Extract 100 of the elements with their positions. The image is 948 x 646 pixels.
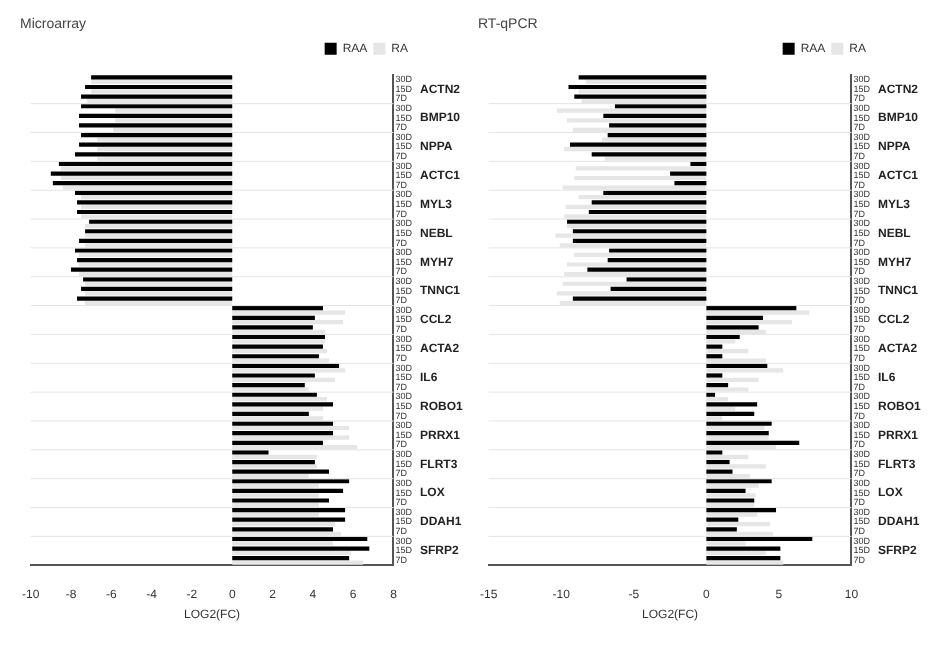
- bar: [706, 368, 784, 373]
- bar: [232, 368, 346, 373]
- bar: [706, 527, 737, 532]
- bar: [588, 209, 707, 215]
- bar: [232, 435, 350, 440]
- bar: [232, 310, 346, 315]
- bar: [232, 459, 315, 465]
- bar: [85, 291, 233, 296]
- bar: [232, 373, 315, 378]
- bar: [232, 306, 323, 311]
- bar: [706, 550, 766, 556]
- bar: [670, 171, 707, 176]
- bar: [706, 344, 723, 349]
- bar: [706, 334, 740, 340]
- bar: [85, 223, 233, 229]
- bar: [79, 142, 233, 147]
- bar: [232, 450, 269, 455]
- bar: [706, 454, 749, 459]
- bar: [232, 556, 350, 561]
- bar: [706, 508, 777, 513]
- bar: [706, 411, 755, 417]
- bar: [232, 325, 313, 330]
- bar: [706, 479, 772, 484]
- bar: [58, 161, 233, 167]
- bar: [706, 397, 729, 402]
- bar: [91, 89, 233, 94]
- bar: [706, 320, 792, 325]
- bar: [79, 113, 233, 118]
- bar: [706, 517, 739, 522]
- bar: [578, 75, 707, 80]
- bar: [115, 118, 233, 123]
- bar: [567, 118, 707, 123]
- bar: [85, 84, 233, 90]
- bar: [567, 262, 707, 267]
- bar: [706, 541, 746, 546]
- bar: [706, 306, 797, 311]
- bar: [556, 108, 707, 113]
- bar: [569, 142, 707, 147]
- bar: [706, 421, 772, 426]
- bar: [232, 348, 327, 354]
- bar: [232, 508, 346, 513]
- bar: [115, 108, 233, 113]
- bar: [572, 238, 707, 243]
- bar: [574, 94, 707, 99]
- bar: [574, 175, 707, 181]
- bar: [565, 204, 707, 209]
- bar: [578, 195, 707, 200]
- bar: [564, 147, 707, 152]
- bar: [79, 238, 233, 243]
- bar: [232, 498, 329, 503]
- bar: [232, 425, 350, 431]
- bar: [81, 104, 233, 109]
- bar: [706, 315, 763, 320]
- bar: [232, 315, 315, 320]
- bar: [232, 454, 317, 459]
- bar: [77, 257, 233, 263]
- bar: [232, 339, 325, 344]
- bar: [706, 536, 813, 542]
- bar: [706, 464, 766, 469]
- bar: [591, 200, 707, 205]
- bar: [706, 406, 736, 411]
- bar: [232, 512, 319, 517]
- bar: [706, 373, 723, 378]
- bar: [706, 522, 771, 527]
- bar: [567, 219, 707, 224]
- bar: [232, 431, 334, 436]
- bar: [572, 296, 707, 301]
- bar: [77, 209, 233, 215]
- bar: [232, 392, 317, 397]
- bar: [232, 493, 319, 498]
- bar: [232, 522, 336, 527]
- bar: [562, 281, 707, 286]
- bar: [77, 296, 233, 301]
- bar: [568, 84, 707, 90]
- bar: [609, 248, 707, 253]
- bar: [97, 147, 233, 152]
- bar: [614, 104, 707, 109]
- bar: [556, 291, 707, 296]
- bar: [232, 406, 323, 411]
- bar: [706, 483, 759, 488]
- bar: [706, 339, 736, 344]
- bar: [232, 483, 319, 488]
- bar: [232, 440, 323, 445]
- bar: [706, 469, 733, 474]
- bar: [706, 546, 781, 551]
- bar: [706, 450, 723, 455]
- bar: [706, 392, 716, 397]
- bar: [706, 325, 759, 330]
- bar: [674, 181, 707, 186]
- bar: [603, 113, 707, 118]
- bar: [232, 421, 334, 426]
- bar: [706, 493, 756, 498]
- bar: [232, 377, 336, 383]
- bar: [585, 79, 707, 84]
- bar: [603, 190, 707, 195]
- bar: [706, 440, 800, 445]
- bar: [607, 132, 707, 138]
- bar: [706, 402, 758, 407]
- bar: [572, 229, 707, 234]
- bar: [706, 363, 768, 368]
